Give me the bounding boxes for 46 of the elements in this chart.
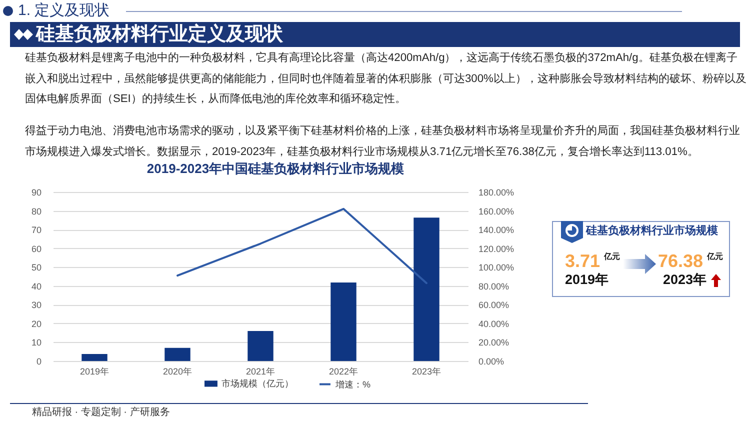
text: 硅基负极材料行业定义及现状 [36,22,283,47]
y2-tick-label: 100.00% [478,262,514,273]
y-tick-label: 60 [31,244,42,254]
y2-tick-label: 60.00% [478,300,510,310]
y2-tick-label: 140.00% [478,225,514,236]
legend-label: 市场规模（亿元） [221,378,294,389]
text: 76.38 [658,250,704,272]
y-tick-label: 40 [31,281,42,292]
bar [82,354,108,361]
y-tick-label: 70 [31,225,42,236]
y-tick-label: 90 [31,188,42,198]
text: 2019年 [565,271,610,289]
text: 3.71 [565,250,600,272]
y2-tick-label: 0.00% [478,356,504,366]
y2-tick-label: 80.00% [478,281,510,292]
y-tick-label: 80 [31,206,42,216]
y-tick-label: 30 [31,300,42,310]
x-tick-label: 2023年 [412,366,442,376]
text: 2023年 [663,271,708,289]
y-tick-label: 10 [31,338,42,348]
text: 硅基负极材料行业市场规模 [586,224,718,238]
x-tick-label: 2022年 [328,366,358,376]
x-tick-label: 2019年 [80,366,110,376]
y-tick-label: 50 [31,262,42,273]
x-tick-label: 2020年 [162,366,192,376]
bar [164,348,190,361]
y-tick-label: 20 [31,318,42,329]
bar [330,282,356,361]
y2-tick-label: 160.00% [478,206,514,216]
text: 得益于动力电池、消费电池市场需求的驱动，以及紧平衡下硅基材料价格的上涨，硅基负极材料市场将呈现量价齐升的局面，我国硅基负极材料行业市场规模进入爆发式增长。数据显示，2019-2023年，硅基负极材料行业市场规模从3.71亿元增长至76.38亿元，复合增长率达到113.01%。 [25,124,741,160]
y2-tick-label: 180.00% [478,188,514,198]
bar [248,330,274,361]
bar [414,218,440,361]
text: 亿元 [707,252,723,262]
x-tick-label: 2021年 [246,366,276,376]
text: 精品研报 · 专题定制 · 产研服务 [32,406,170,419]
legend-label: 增速：% [334,379,370,390]
y2-tick-label: 40.00% [478,318,510,329]
text: 亿元 [604,252,620,262]
line-series [176,208,428,284]
chart-title: 2019-2023年中国硅基负极材料行业市场规模 [146,161,404,176]
y2-tick-label: 20.00% [478,338,510,348]
text: 硅基负极材料是锂离子电池中的一种负极材料，它具有高理论比容量（高达4200mAh/g），这远高于传统石墨负极的372mAh/g。硅基负极在锂离子嵌入和脱出过程中，虽然能够提供更高的储能能力，但同时也伴随着显著的体积膨胀（可达300%以上），这种膨胀会导致材料结构的破坏、粉碎以及固体电解质界面（SEI）的持续生长，从而降低电池的库伦效率和循环稳定性。 [25,50,747,107]
y2-tick-label: 120.00% [478,244,514,254]
y-tick-label: 0 [36,356,42,366]
text: 1. 定义及现状 [18,2,110,20]
